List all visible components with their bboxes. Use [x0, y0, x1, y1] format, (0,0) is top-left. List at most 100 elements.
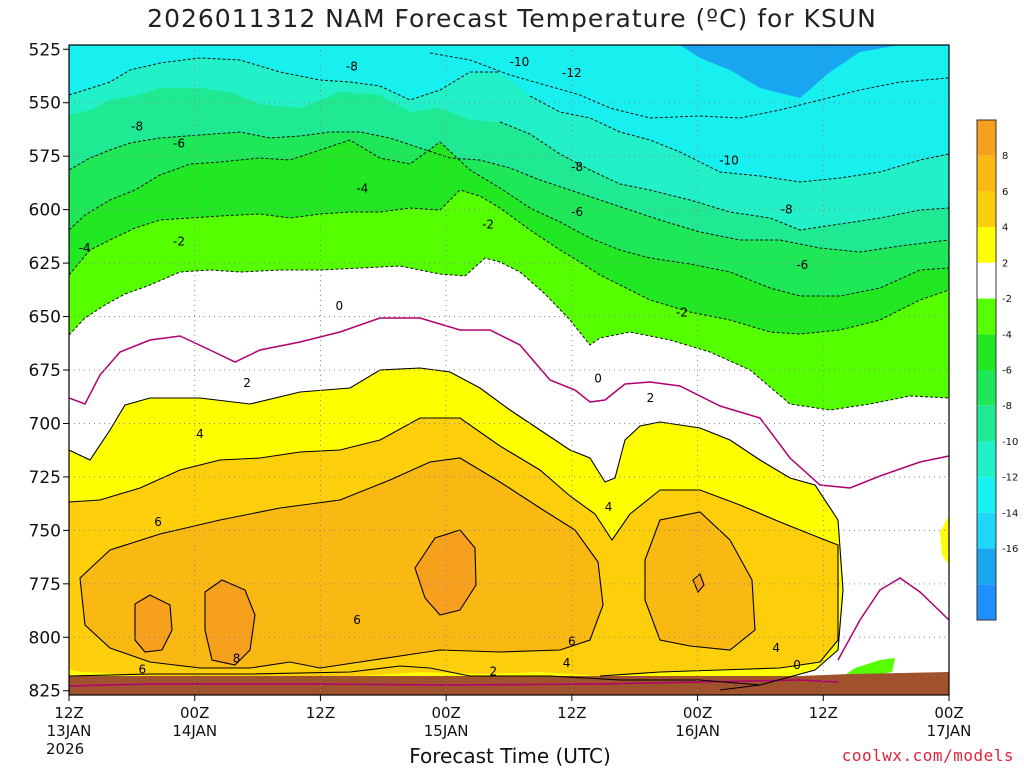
- y-tick-label: 775: [29, 575, 61, 595]
- contour-line-minus10-lower: [499, 121, 949, 231]
- colorbar-tick-label: -8: [1002, 401, 1012, 412]
- contour-line-minus12: [529, 95, 949, 183]
- colorbar-tick-label: -6: [1002, 366, 1012, 377]
- colorbar-swatch: [977, 441, 996, 478]
- contour-line-8-a: [134, 594, 173, 653]
- contour-line-minus8: [69, 131, 949, 253]
- contour-label: 0: [335, 299, 343, 313]
- colorbar-swatch: [977, 477, 996, 513]
- contour-line-minus8-top: [69, 57, 500, 101]
- colorbar-tick-label: 4: [1002, 223, 1008, 234]
- contour-line-minus10: [429, 52, 949, 119]
- contour-line-6: [79, 457, 604, 669]
- chart-title: 2026011312 NAM Forecast Temperature (ºC)…: [147, 4, 877, 33]
- contour-label: -6: [173, 136, 185, 150]
- colorbar-swatch: [977, 155, 996, 192]
- colorbar-swatch: [977, 227, 996, 263]
- x-tick-label-time: 12Z: [557, 704, 586, 722]
- contour-line-minus6: [69, 139, 949, 297]
- contour-label: -2: [173, 235, 185, 249]
- y-tick-label: 525: [29, 40, 61, 60]
- y-tick-label: 675: [29, 361, 61, 381]
- colorbar-swatch: [977, 512, 996, 549]
- x-tick-label-date: 14JAN: [172, 722, 217, 740]
- contour-line-minus2: [69, 257, 949, 411]
- source-credit-link[interactable]: coolwx.com/models: [841, 746, 1014, 765]
- x-tick-label-time: 00Z: [431, 704, 460, 722]
- contour-label: -6: [571, 205, 583, 219]
- contour-label: -10: [510, 55, 530, 69]
- temp-band-minus16: [680, 45, 900, 98]
- contour-label: -6: [796, 258, 808, 272]
- x-tick-label-date: 13JAN: [47, 722, 92, 740]
- colorbar-swatch: [977, 262, 996, 299]
- temp-band-yellow-right-edge: [940, 515, 949, 565]
- contour-label: -8: [346, 59, 358, 73]
- contour-label: 6: [139, 662, 147, 676]
- colorbar-tick-label: -16: [1002, 544, 1018, 555]
- x-tick-label-date: 15JAN: [424, 722, 469, 740]
- colorbar-tick-label: -14: [1002, 508, 1018, 519]
- contour-label: -8: [571, 160, 583, 174]
- contour-label: 4: [772, 641, 780, 655]
- y-tick-label: 650: [29, 308, 61, 328]
- contour-label: -4: [356, 181, 368, 195]
- contour-label: -2: [482, 218, 494, 232]
- x-tick-label-time: 00Z: [180, 704, 209, 722]
- contour-label: 6: [154, 515, 162, 529]
- x-axis-title: Forecast Time (UTC): [409, 744, 611, 768]
- contour-line-4: [69, 417, 839, 677]
- y-tick-label: 750: [29, 521, 61, 541]
- y-tick-label: 825: [29, 682, 61, 702]
- contour-label: -4: [79, 241, 91, 255]
- contour-label: 8: [233, 652, 241, 666]
- colorbar-tick-label: -2: [1002, 294, 1012, 305]
- contour-label: 4: [563, 656, 571, 670]
- contour-label: -12: [562, 66, 582, 80]
- colorbar-tick-label: -10: [1002, 437, 1018, 448]
- contour-label: 2: [489, 664, 497, 678]
- x-tick-label-time: 12Z: [809, 704, 838, 722]
- colorbar-swatch: [977, 298, 996, 335]
- colorbar-swatch: [977, 334, 996, 370]
- contour-label: -8: [131, 119, 143, 133]
- colorbar-swatch: [977, 120, 996, 156]
- contour-label: 0: [793, 658, 801, 672]
- contour-line-8-c: [414, 529, 477, 616]
- colorbar-swatch: [977, 584, 996, 620]
- x-tick-label-time: 00Z: [934, 704, 963, 722]
- contour-line-6-right: [644, 511, 756, 651]
- contour-line-2: [69, 367, 844, 691]
- x-tick-label-date: 17JAN: [927, 722, 972, 740]
- contour-label: -2: [676, 305, 688, 319]
- contour-label: -10: [719, 153, 739, 167]
- y-tick-label: 600: [29, 201, 61, 221]
- contour-line-zero-lower: [837, 577, 949, 661]
- contour-label: 2: [243, 376, 251, 390]
- colorbar-tick-label: 2: [1002, 258, 1008, 269]
- y-tick-label: 550: [29, 94, 61, 114]
- x-tick-label-time: 12Z: [306, 704, 335, 722]
- colorbar-tick-label: -4: [1002, 330, 1012, 341]
- temp-band-8-to-10-b: [205, 580, 255, 665]
- contour-label: 2: [647, 391, 655, 405]
- contour-label: 6: [568, 635, 576, 649]
- x-tick-label-time: 12Z: [54, 704, 83, 722]
- colorbar-tick-label: -12: [1002, 473, 1018, 484]
- contour-line-zero-surface: [69, 679, 839, 687]
- y-tick-label: 700: [29, 414, 61, 434]
- colorbar-swatch: [977, 405, 996, 442]
- y-tick-label: 800: [29, 628, 61, 648]
- colorbar-tick-label: 8: [1002, 151, 1008, 162]
- x-tick-label-date: 16JAN: [675, 722, 720, 740]
- contour-label: 4: [196, 427, 204, 441]
- contour-label: -8: [781, 203, 793, 217]
- contour-line-zero: [69, 317, 949, 489]
- colorbar-frame: [976, 119, 997, 621]
- contour-label: 4: [605, 500, 613, 514]
- y-tick-label: 575: [29, 147, 61, 167]
- contour-label: 6: [353, 613, 361, 627]
- colorbar-swatch: [977, 548, 996, 585]
- colorbar-tick-label: 6: [1002, 187, 1008, 198]
